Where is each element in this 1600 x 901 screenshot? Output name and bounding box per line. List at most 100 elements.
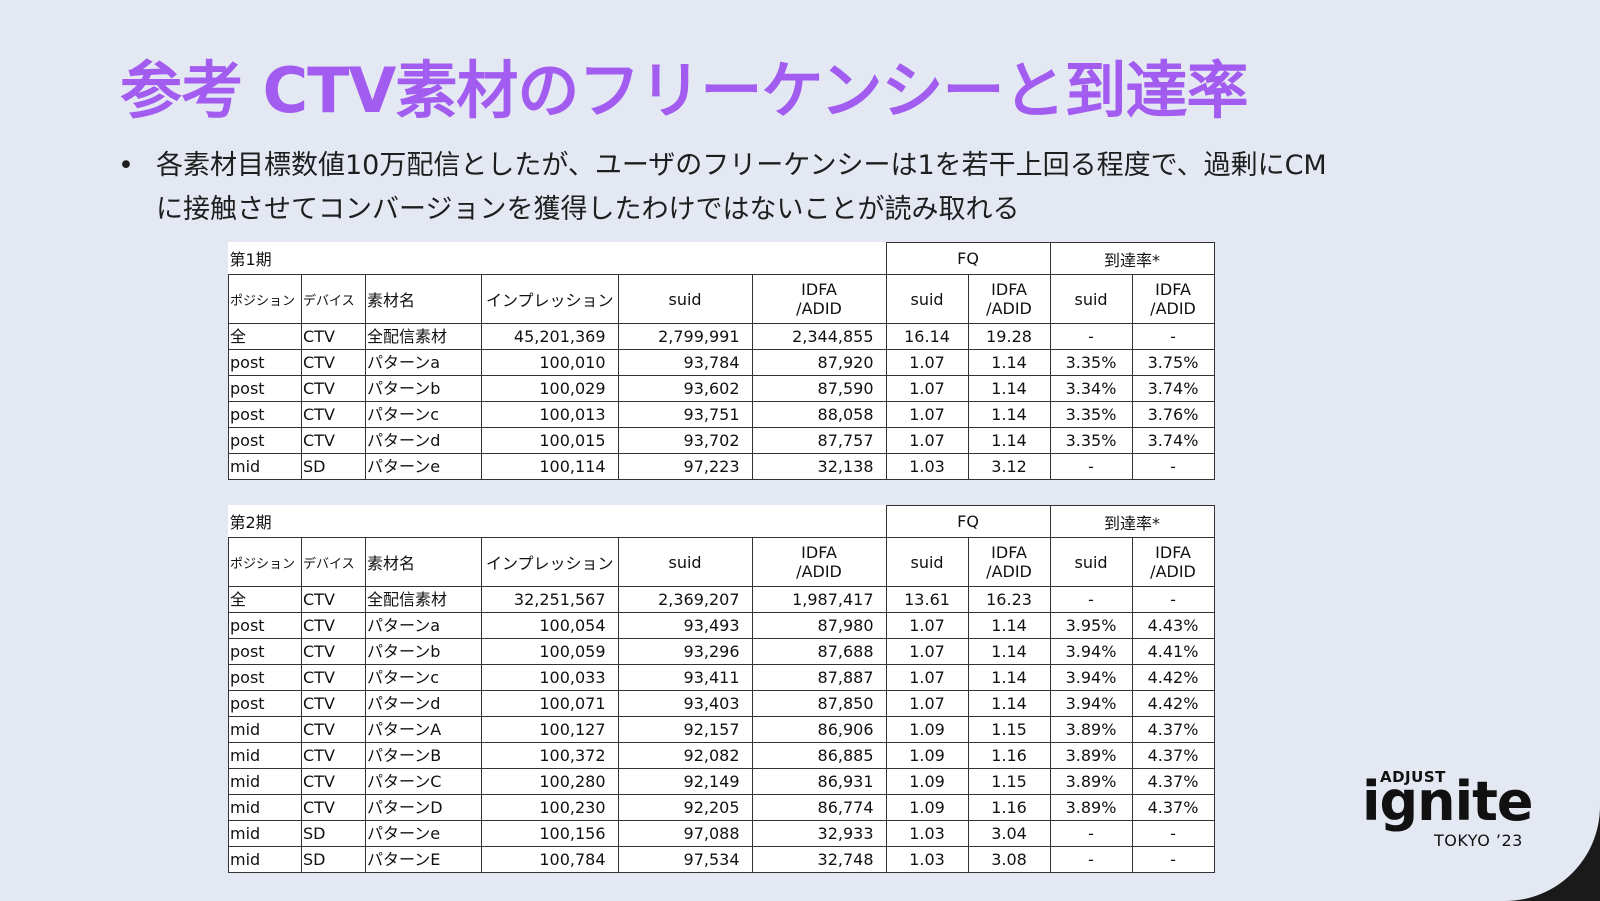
cell-fq-suid: 1.07 <box>885 638 969 665</box>
cell-device: SD <box>301 453 366 480</box>
cell-fq-idfa: 1.16 <box>967 742 1051 769</box>
cell-material: 全配信素材 <box>365 586 482 613</box>
cell-device: CTV <box>301 664 366 691</box>
cell-fq-suid: 16.14 <box>885 323 969 350</box>
cell-impression: 100,372 <box>481 742 619 769</box>
cell-fq-suid: 1.07 <box>885 427 969 454</box>
cell-material: パターンc <box>365 401 482 428</box>
table-row: post CTV パターンa 100,010 93,784 87,920 1.07 1.14 3… <box>228 349 1215 376</box>
table-row: mid CTV パターンB 100,372 92,082 86,885 1.09 1.16 3.… <box>228 742 1215 769</box>
col-header-position: ポジション <box>228 274 302 324</box>
cell-idfa: 86,774 <box>751 794 887 821</box>
col-header-idfa-line1: IDFA <box>801 543 837 562</box>
cell-idfa: 1,987,417 <box>751 586 887 613</box>
col-header-reach-idfa-line2: /ADID <box>1150 562 1196 581</box>
cell-idfa: 32,138 <box>751 453 887 480</box>
table1-grid: 第1期 FQ 到達率* ポジション デバイス 素材名 インプレッション suid IDFA/AD… <box>228 242 1215 480</box>
cell-material: パターンa <box>365 612 482 639</box>
cell-reach-suid: 3.89% <box>1049 794 1133 821</box>
cell-reach-idfa: 4.37% <box>1131 768 1215 795</box>
col-header-idfa-line2: /ADID <box>796 562 842 581</box>
cell-fq-suid: 1.09 <box>885 716 969 743</box>
table-row: mid SD パターンE 100,784 97,534 32,748 1.03 3.08- - <box>228 846 1215 873</box>
cell-fq-suid: 13.61 <box>885 586 969 613</box>
cell-reach-suid: 3.35% <box>1049 427 1133 454</box>
table-row: mid SD パターンe 100,114 97,223 32,138 1.03 3.12- - <box>228 453 1215 480</box>
cell-fq-idfa: 3.12 <box>967 453 1051 480</box>
cell-fq-suid: 1.09 <box>885 768 969 795</box>
cell-reach-suid: - <box>1049 323 1133 350</box>
cell-suid: 93,493 <box>617 612 753 639</box>
cell-reach-suid: 3.89% <box>1049 716 1133 743</box>
table-row: post CTV パターンc 100,033 93,411 87,887 1.07 1.14 3… <box>228 664 1215 691</box>
cell-suid: 97,534 <box>617 846 753 873</box>
col-header-reach-suid: suid <box>1049 274 1133 324</box>
col-header-fq-idfa: IDFA/ADID <box>967 274 1051 324</box>
cell-position: 全 <box>228 323 302 350</box>
col-header-fq-idfa-line2: /ADID <box>986 299 1032 318</box>
table-row: mid SD パターンe 100,156 97,088 32,933 1.03 3.04- - <box>228 820 1215 847</box>
cell-fq-idfa: 1.15 <box>967 768 1051 795</box>
cell-position: mid <box>228 820 302 847</box>
cell-reach-idfa: - <box>1131 323 1215 350</box>
cell-position: mid <box>228 742 302 769</box>
period-label: 第1期 <box>228 242 887 275</box>
col-header-fq-idfa: IDFA/ADID <box>967 537 1051 587</box>
col-header-fq-idfa-line1: IDFA <box>991 280 1027 299</box>
cell-fq-idfa: 3.08 <box>967 846 1051 873</box>
cell-idfa: 87,920 <box>751 349 887 376</box>
cell-idfa: 87,688 <box>751 638 887 665</box>
table-row: 全 CTV 全配信素材 32,251,567 2,369,207 1,987,417 13.… <box>228 586 1215 613</box>
cell-suid: 97,223 <box>617 453 753 480</box>
cell-impression: 100,054 <box>481 612 619 639</box>
col-header-idfa: IDFA/ADID <box>751 274 887 324</box>
cell-idfa: 2,344,855 <box>751 323 887 350</box>
cell-device: CTV <box>301 612 366 639</box>
cell-fq-idfa: 1.14 <box>967 375 1051 402</box>
cell-device: CTV <box>301 716 366 743</box>
cell-fq-suid: 1.03 <box>885 453 969 480</box>
cell-device: SD <box>301 820 366 847</box>
adjust-ignite-logo: ADJUST ignite TOKYO ’23 <box>1362 768 1534 850</box>
period-2-table: 第2期 FQ 到達率* ポジション デバイス 素材名 インプレッション suid IDFA/AD… <box>228 505 1215 873</box>
cell-fq-suid: 1.07 <box>885 401 969 428</box>
cell-position: post <box>228 638 302 665</box>
logo-tokyo-text: TOKYO ’23 <box>1434 831 1523 850</box>
cell-material: パターンC <box>365 768 482 795</box>
cell-fq-idfa: 1.16 <box>967 794 1051 821</box>
cell-impression: 100,010 <box>481 349 619 376</box>
cell-suid: 92,205 <box>617 794 753 821</box>
cell-suid: 93,751 <box>617 401 753 428</box>
cell-material: 全配信素材 <box>365 323 482 350</box>
cell-device: CTV <box>301 768 366 795</box>
cell-reach-suid: 3.94% <box>1049 638 1133 665</box>
cell-position: mid <box>228 453 302 480</box>
cell-fq-idfa: 1.14 <box>967 690 1051 717</box>
cell-fq-suid: 1.07 <box>885 664 969 691</box>
cell-reach-suid: - <box>1049 453 1133 480</box>
table-row: post CTV パターンd 100,071 93,403 87,850 1.07 1.14 3… <box>228 690 1215 717</box>
cell-fq-idfa: 1.14 <box>967 664 1051 691</box>
cell-idfa: 87,850 <box>751 690 887 717</box>
cell-fq-suid: 1.07 <box>885 612 969 639</box>
cell-suid: 93,403 <box>617 690 753 717</box>
col-header-idfa-line2: /ADID <box>796 299 842 318</box>
cell-idfa: 88,058 <box>751 401 887 428</box>
bullet-line-1: 各素材目標数値10万配信としたが、ユーザのフリーケンシーは1を若干上回る程度で、… <box>156 150 1327 181</box>
cell-material: パターンd <box>365 427 482 454</box>
cell-idfa: 32,933 <box>751 820 887 847</box>
cell-position: 全 <box>228 586 302 613</box>
cell-impression: 32,251,567 <box>481 586 619 613</box>
cell-position: post <box>228 690 302 717</box>
cell-fq-idfa: 1.14 <box>967 401 1051 428</box>
cell-position: post <box>228 427 302 454</box>
col-header-impression: インプレッション <box>481 274 619 324</box>
table-row: mid CTV パターンD 100,230 92,205 86,774 1.09 1.16 3.… <box>228 794 1215 821</box>
cell-device: CTV <box>301 638 366 665</box>
col-header-reach-idfa-line1: IDFA <box>1155 543 1191 562</box>
cell-reach-idfa: 4.43% <box>1131 612 1215 639</box>
cell-impression: 100,784 <box>481 846 619 873</box>
col-header-fq-suid: suid <box>885 274 969 324</box>
cell-reach-suid: 3.94% <box>1049 664 1133 691</box>
cell-position: post <box>228 612 302 639</box>
